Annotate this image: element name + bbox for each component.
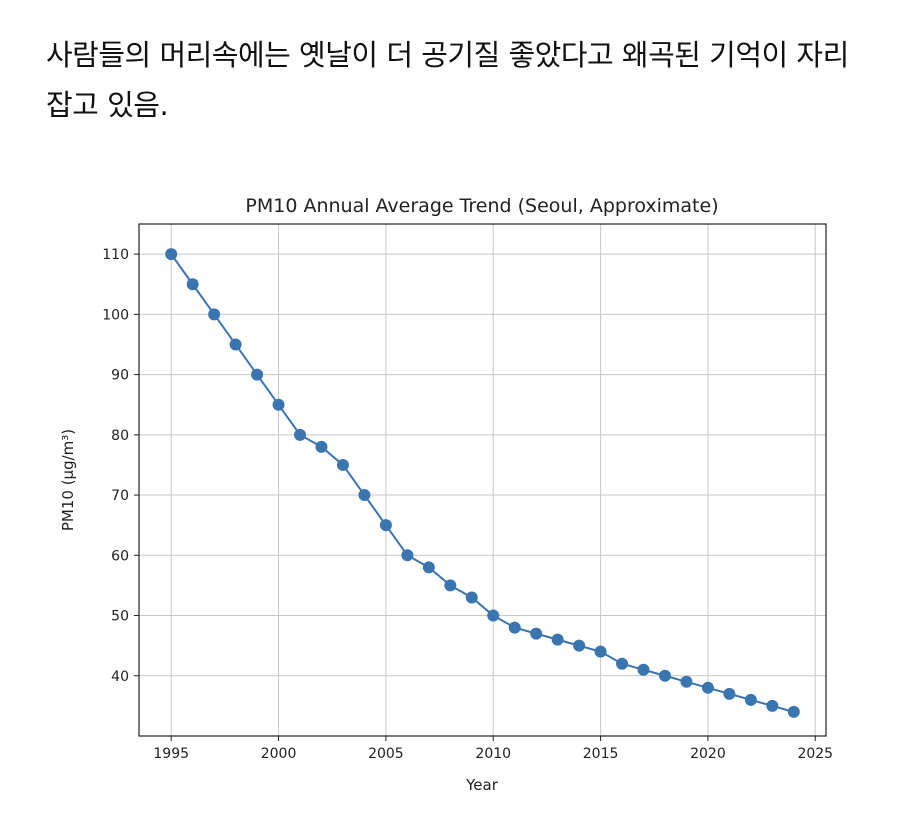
- y-axis-label: PM10 (µg/m³): [59, 429, 77, 531]
- y-tick-label: 100: [102, 307, 129, 323]
- data-point-2008: [444, 579, 457, 592]
- data-point-2009: [465, 591, 478, 604]
- grid: [139, 224, 826, 736]
- data-point-2017: [637, 663, 650, 676]
- y-tick-label: 80: [111, 428, 129, 444]
- x-tick-label: 2015: [583, 746, 619, 762]
- data-point-2023: [766, 699, 779, 712]
- data-point-2016: [616, 657, 629, 670]
- data-point-2014: [573, 639, 586, 652]
- x-tick-label: 2010: [475, 746, 511, 762]
- y-tick-label: 60: [111, 548, 129, 564]
- x-tick-label: 2005: [368, 746, 404, 762]
- data-point-1999: [251, 368, 264, 381]
- y-tick-label: 70: [111, 488, 129, 504]
- plot-frame: [138, 223, 827, 737]
- data-point-2018: [658, 669, 671, 682]
- data-point-2024: [787, 705, 800, 718]
- data-point-2021: [723, 687, 736, 700]
- x-tick-label: 1995: [153, 746, 189, 762]
- data-point-2020: [701, 681, 714, 694]
- data-point-2001: [294, 428, 307, 441]
- data-point-2013: [551, 633, 564, 646]
- ticks: 1995 2000 2005 2010 2015 2020 2025 40 50 60 70 80 90…: [102, 247, 833, 762]
- data-point-2019: [680, 675, 693, 688]
- data-point-2010: [487, 609, 500, 622]
- x-tick-label: 2020: [690, 746, 726, 762]
- y-tick-label: 90: [111, 368, 129, 384]
- y-tick-label: 40: [111, 669, 129, 685]
- x-tick-label: 2000: [261, 746, 297, 762]
- data-point-2011: [508, 621, 521, 634]
- data-point-2006: [401, 549, 414, 562]
- caption-text: 사람들의 머리속에는 옛날이 더 공기질 좋았다고 왜곡된 기억이 자리잡고 있…: [46, 38, 849, 122]
- data-point-1997: [208, 308, 221, 321]
- data-point-2005: [379, 519, 392, 532]
- y-tick-label: 50: [111, 609, 129, 625]
- data-point-2007: [422, 561, 435, 574]
- chart-title: PM10 Annual Average Trend (Seoul, Approx…: [245, 195, 718, 217]
- series: [165, 248, 800, 718]
- data-point-2015: [594, 645, 607, 658]
- y-tick-label: 110: [102, 247, 129, 263]
- data-point-1995: [165, 248, 178, 261]
- data-point-2022: [744, 693, 757, 706]
- data-point-2002: [315, 440, 328, 453]
- data-point-2000: [272, 398, 285, 411]
- data-point-2004: [358, 489, 371, 502]
- x-axis-label: Year: [465, 776, 499, 794]
- data-point-1996: [186, 278, 199, 291]
- data-point-1998: [229, 338, 242, 351]
- x-tick-label: 2025: [797, 746, 833, 762]
- data-point-2003: [336, 458, 349, 471]
- series-line: [170, 253, 795, 713]
- data-point-2012: [530, 627, 543, 640]
